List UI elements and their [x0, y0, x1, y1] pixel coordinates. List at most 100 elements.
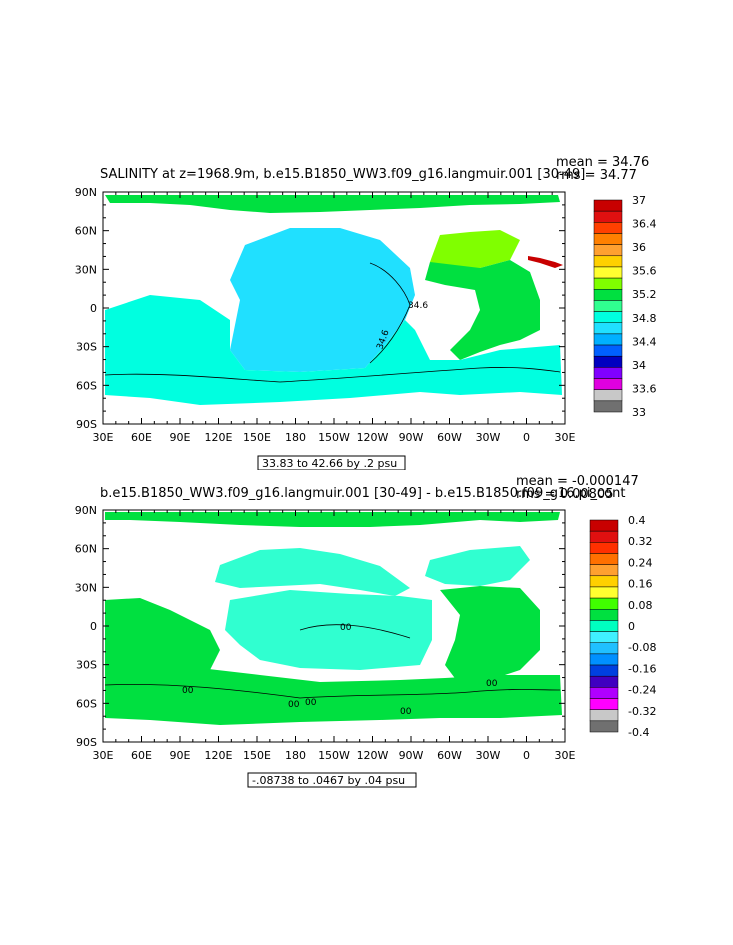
ocean-pacific-tropics — [225, 590, 432, 670]
contour-zero-pacific — [299, 624, 411, 639]
colorbar-swatch — [593, 300, 623, 312]
colorbar-swatch — [589, 620, 619, 632]
colorbar-swatch — [589, 586, 619, 599]
colorbar-swatch — [593, 222, 623, 234]
x-tick-label: 90W — [399, 431, 424, 444]
colorbar-swatch — [589, 675, 619, 688]
x-tick-label: 120W — [357, 431, 389, 444]
colorbar-swatch — [593, 277, 623, 290]
colorbar-swatch — [589, 530, 619, 543]
colorbar-swatch — [589, 653, 619, 666]
contour-label: 00 — [305, 698, 317, 708]
colorbar: 0.4 0.32 0.24 0.16 0.08 0 -0.08 -0.16 -0.24 -0.32… — [589, 514, 656, 739]
x-tick-label: 150W — [318, 431, 350, 444]
colorbar-label: 34 — [632, 359, 646, 372]
colorbar-swatch — [593, 289, 623, 301]
x-axis: 30E 60E 90E 120E 150E 180 150W 120W 90W 60W 30W 0 30… — [93, 192, 576, 444]
colorbar-swatch — [593, 333, 623, 346]
colorbar-swatch — [593, 344, 623, 357]
ocean-pacific — [230, 228, 415, 372]
y-axis: 90N 60N 30N 0 30S 60S 90S — [75, 504, 565, 749]
map-area: 34.6 34.6 — [103, 192, 565, 424]
y-tick-label: 30N — [75, 263, 97, 276]
colorbar-swatch — [593, 355, 623, 368]
colorbar: 37 36.4 36 35.6 35.2 34.8 34.4 34 33.6 33 — [593, 194, 657, 419]
y-tick-label: 90N — [75, 504, 97, 517]
colorbar-label: 0.08 — [628, 599, 653, 612]
panel-title: b.e15.B1850_WW3.f09_g16.langmuir.001 [30… — [100, 486, 625, 501]
x-tick-label: 150E — [243, 749, 271, 762]
colorbar-swatch — [593, 233, 623, 245]
ocean-north-pacific — [215, 548, 410, 596]
contour-info: -.08738 to .0467 by .04 psu — [252, 774, 405, 787]
colorbar-swatch — [589, 720, 619, 733]
x-tick-label: 90W — [399, 749, 424, 762]
colorbar-swatch — [593, 210, 623, 223]
colorbar-label: 33 — [632, 406, 646, 419]
y-tick-label: 90S — [76, 418, 97, 431]
contour-info-box — [247, 772, 417, 788]
contour-label: 00 — [182, 686, 194, 696]
colorbar-label: 0.16 — [628, 578, 653, 591]
colorbar-swatch — [593, 311, 623, 323]
x-tick-label: 150W — [318, 749, 350, 762]
x-tick-label: 180 — [285, 749, 306, 762]
colorbar-label: 35.2 — [632, 288, 657, 301]
contour-label: 00 — [288, 700, 300, 710]
y-tick-label: 60S — [76, 379, 97, 392]
salinity-panel: SALINITY at z=1968.9m, b.e15.B1850_WW3.f… — [75, 155, 657, 471]
x-tick-label: 60E — [131, 749, 152, 762]
colorbar-swatch — [593, 367, 623, 379]
x-tick-label: 0 — [523, 749, 530, 762]
colorbar-label: 34.4 — [632, 335, 657, 348]
y-tick-label: 30S — [76, 341, 97, 354]
ocean-north-atlantic — [430, 230, 520, 270]
contour-pacific — [369, 262, 411, 364]
contour-zero-south — [104, 683, 561, 699]
colorbar-label: 0.32 — [628, 535, 653, 548]
colorbar-swatch — [589, 597, 619, 610]
y-tick-label: 0 — [90, 302, 97, 315]
x-tick-label: 120W — [357, 749, 389, 762]
x-tick-label: 120E — [205, 749, 233, 762]
y-tick-label: 90S — [76, 736, 97, 749]
colorbar-swatch — [589, 553, 619, 565]
colorbar-swatch — [593, 199, 623, 212]
colorbar-label: 34.8 — [632, 312, 657, 325]
x-tick-label: 150E — [243, 431, 271, 444]
x-tick-label: 30E — [93, 749, 114, 762]
x-tick-label: 30E — [93, 431, 114, 444]
colorbar-swatch — [589, 519, 619, 532]
colorbar-swatch — [589, 687, 619, 699]
mean-value: mean = -0.000147 — [516, 474, 639, 489]
colorbar-label: 37 — [632, 194, 646, 207]
contour-label: 00 — [486, 679, 498, 689]
colorbar-label: -0.16 — [628, 662, 656, 675]
difference-map-figure: b.e15.B1850_WW3.f09_g16.langmuir.001 [30… — [75, 474, 656, 788]
colorbar-swatch — [593, 266, 623, 279]
ocean-arctic — [105, 195, 560, 213]
x-tick-label: 90E — [170, 749, 191, 762]
x-tick-label: 30W — [476, 431, 501, 444]
ocean-atlantic — [425, 260, 540, 360]
ocean-mediterranean — [528, 256, 563, 268]
y-tick-label: 90N — [75, 186, 97, 199]
contour-info: 33.83 to 42.66 by .2 psu — [262, 457, 397, 470]
rms-value: rms = 0.00805 — [516, 487, 613, 502]
x-tick-label: 30W — [476, 749, 501, 762]
colorbar-label: 35.6 — [632, 265, 657, 278]
rms-value: rms = 34.77 — [556, 168, 637, 183]
colorbar-swatch — [589, 698, 619, 710]
ocean-atlantic — [440, 586, 540, 685]
x-tick-label: 0 — [523, 431, 530, 444]
salinity-map-figure: SALINITY at z=1968.9m, b.e15.B1850_WW3.f… — [75, 155, 657, 471]
map-area: 00 00 00 00 00 00 — [103, 510, 565, 742]
x-tick-label: 60W — [437, 431, 462, 444]
colorbar-label: -0.24 — [628, 684, 656, 697]
x-tick-label: 180 — [285, 431, 306, 444]
colorbar-label: 0 — [628, 620, 635, 633]
ocean-north-atlantic — [425, 546, 530, 586]
y-tick-label: 60N — [75, 543, 97, 556]
colorbar-swatch — [589, 564, 619, 577]
colorbar-swatch — [593, 322, 623, 335]
